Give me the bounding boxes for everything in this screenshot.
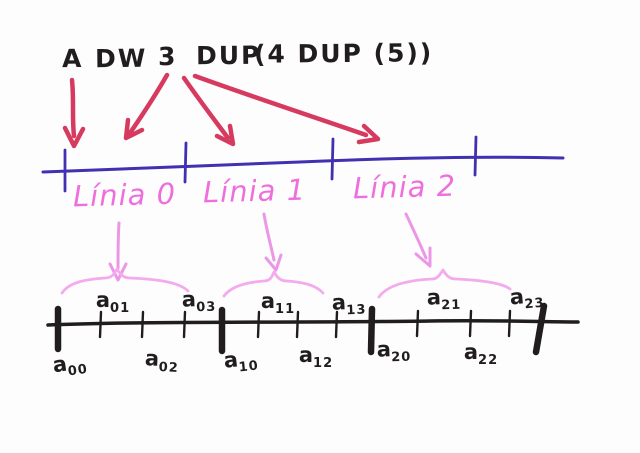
memory-tick-01 (98, 310, 103, 339)
memory-label-a23: a23 (509, 283, 546, 314)
pink-arrow-2-head (414, 246, 432, 268)
memory-tick-22 (468, 309, 473, 338)
mem-base: a (260, 289, 276, 313)
blue-memory-line (41, 155, 565, 174)
red-arrow-3-shaft (192, 73, 369, 138)
line-label-2: Línia 2 (352, 168, 457, 206)
pink-arrow-2-shaft (404, 212, 428, 260)
mem-sub: 12 (313, 356, 334, 372)
memory-label-a12: a12 (299, 343, 333, 371)
line-label-0: Línia 0 (72, 176, 177, 214)
mem-base: a (144, 346, 160, 371)
mem-sub: 22 (478, 353, 499, 369)
memory-label-a11: a11 (261, 289, 295, 317)
memory-tick-11 (256, 310, 261, 339)
memory-label-a20: a20 (376, 336, 411, 365)
mem-base: a (298, 343, 314, 367)
mem-base: a (463, 340, 479, 364)
mem-sub: 23 (523, 295, 546, 313)
memory-tick-23 (507, 309, 512, 338)
memory-label-a02: a02 (144, 346, 180, 376)
blue-line-group (41, 135, 565, 193)
mem-base: a (508, 284, 525, 310)
brace-linia-2 (377, 268, 512, 299)
mem-base: a (331, 290, 347, 315)
mem-sub: 00 (66, 361, 89, 380)
code-token-directive: DW (94, 43, 148, 74)
red-arrow-1-head (123, 117, 145, 141)
mem-sub: 01 (110, 301, 131, 317)
red-arrow-2-shaft (181, 75, 231, 141)
memory-thick-tick-3 (532, 302, 548, 356)
memory-label-a03: a03 (181, 286, 216, 315)
mem-base: a (376, 337, 392, 362)
memory-tick-02 (140, 310, 145, 339)
code-token-inner-dup: (4 DUP (5)) (253, 38, 434, 69)
pink-arrow-0-shaft (116, 221, 121, 270)
blue-tick-3 (473, 135, 478, 177)
memory-tick-13 (334, 310, 339, 339)
memory-label-a21: a21 (426, 284, 461, 313)
red-arrow-a-shaft (69, 77, 77, 139)
mem-sub: 10 (237, 358, 260, 376)
pink-arrow-1-shaft (262, 212, 276, 262)
line-label-1: Línia 1 (202, 172, 307, 210)
mem-base: a (181, 287, 197, 312)
mem-sub: 03 (195, 299, 217, 316)
mem-sub: 02 (158, 360, 180, 377)
brace-linia-1 (222, 270, 325, 298)
pink-arrow-0-head (108, 262, 128, 282)
memory-label-a13: a13 (331, 289, 367, 319)
brace-linia-0 (60, 267, 190, 295)
red-arrow-3-head (356, 123, 381, 145)
code-token-dup: DUP (195, 40, 262, 71)
mem-sub: 20 (390, 349, 412, 366)
red-arrows-group (62, 72, 381, 149)
pink-arrows-group (108, 212, 432, 282)
memory-tick-12 (295, 310, 300, 339)
mem-sub: 13 (345, 302, 367, 319)
mem-sub: 11 (275, 302, 296, 318)
memory-label-a10: a10 (222, 345, 259, 377)
mem-sub: 21 (440, 297, 462, 314)
blue-tick-2 (330, 137, 335, 181)
braces-group (60, 267, 512, 299)
memory-tick-21 (415, 309, 420, 338)
memory-label-a00: a00 (51, 349, 89, 382)
memory-tick-03 (182, 310, 187, 339)
mem-base: a (95, 288, 111, 312)
blue-tick-1 (183, 141, 188, 184)
memory-label-a22: a22 (464, 340, 498, 368)
mem-base: a (222, 347, 240, 373)
memory-axis (46, 318, 580, 327)
code-token-count: 3 (157, 41, 178, 72)
pink-arrow-1-head (264, 253, 283, 272)
red-arrow-1-shaft (127, 72, 170, 136)
memory-axis-group (46, 302, 580, 356)
mem-base: a (426, 285, 442, 310)
memory-label-a01: a01 (96, 288, 130, 316)
red-arrow-2-head (214, 123, 236, 147)
code-token-label: A (61, 43, 84, 74)
memory-thick-tick-2 (367, 305, 376, 356)
red-arrow-a-head (62, 125, 86, 149)
